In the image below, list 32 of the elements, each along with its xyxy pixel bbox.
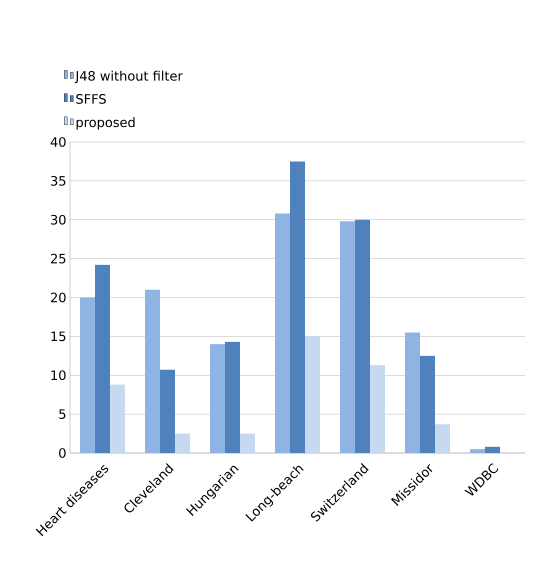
legend-label: SFFS bbox=[76, 94, 106, 104]
legend-label: J48 without filter bbox=[74, 70, 183, 84]
bar bbox=[405, 332, 420, 453]
bar bbox=[340, 221, 356, 453]
bar bbox=[175, 434, 190, 453]
y-tick-label: 35 bbox=[50, 176, 66, 186]
y-tick-label: 0 bbox=[59, 448, 66, 458]
bar bbox=[145, 290, 160, 453]
bar bbox=[80, 298, 95, 453]
y-tick-label: 15 bbox=[51, 332, 66, 342]
legend-label: proposed bbox=[76, 117, 135, 130]
bar bbox=[420, 356, 436, 453]
bar bbox=[355, 220, 370, 453]
bar bbox=[290, 161, 306, 453]
y-tick-label: 30 bbox=[50, 214, 66, 225]
bar bbox=[240, 434, 255, 453]
bar bbox=[225, 342, 240, 453]
bar bbox=[435, 424, 450, 453]
y-tick-label: 20 bbox=[50, 292, 66, 302]
bar bbox=[210, 344, 225, 453]
y-tick-label: 5 bbox=[59, 409, 66, 419]
bar bbox=[305, 336, 320, 453]
y-tick-label: 40 bbox=[50, 137, 66, 147]
bar bbox=[485, 446, 500, 453]
bar bbox=[95, 264, 110, 453]
y-tick-label: 10 bbox=[51, 370, 66, 380]
bar bbox=[110, 384, 125, 453]
bar bbox=[160, 370, 175, 453]
bar bbox=[470, 449, 486, 453]
bar bbox=[370, 365, 386, 453]
bar bbox=[275, 214, 290, 453]
y-tick-label: 25 bbox=[50, 254, 66, 264]
